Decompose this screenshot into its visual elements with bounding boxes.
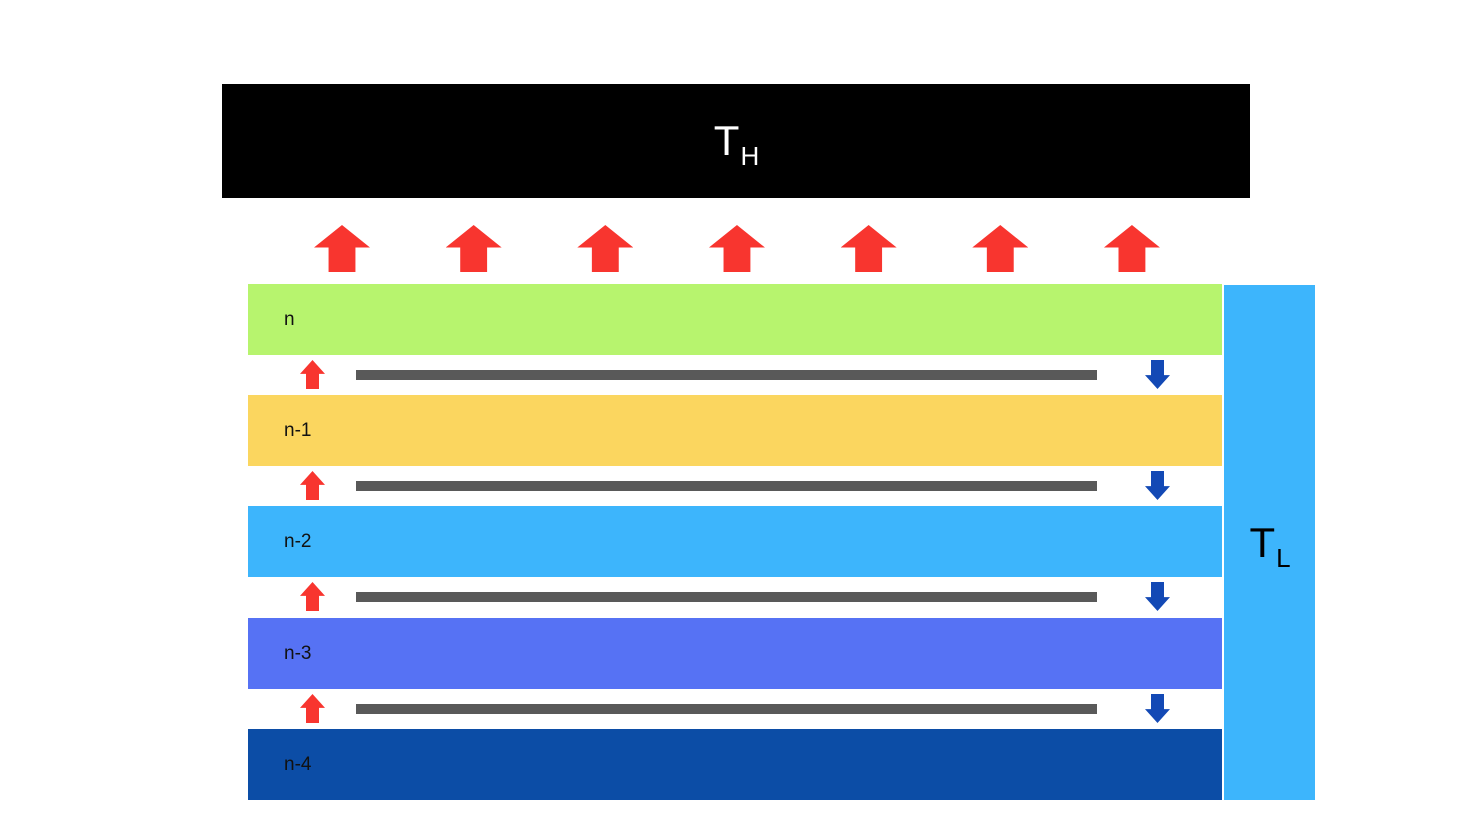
- heat-flow-up-arrow-icon: [445, 225, 502, 272]
- cold-reservoir-label: TL: [1249, 518, 1290, 571]
- junction-row: [248, 689, 1222, 729]
- cold-reservoir-bar: TL: [1224, 285, 1315, 800]
- hot-reservoir-label: TH: [713, 117, 759, 170]
- up-arrow-icon: [300, 471, 325, 500]
- cold-reservoir-symbol: T: [1249, 518, 1276, 566]
- heat-flow-arrows-row: [314, 225, 1160, 272]
- down-arrow-icon: [1145, 471, 1170, 500]
- shield-bar: [356, 370, 1097, 380]
- layer-label: n-4: [284, 753, 312, 775]
- hot-reservoir-symbol: T: [713, 117, 740, 164]
- heat-flow-up-arrow-icon: [577, 225, 634, 272]
- layer-n-1: n-1: [248, 395, 1222, 466]
- heat-flow-up-arrow-icon: [972, 225, 1029, 272]
- down-arrow-icon: [1145, 694, 1170, 723]
- down-arrow-icon: [1145, 360, 1170, 389]
- layer-label: n-1: [284, 419, 312, 441]
- down-arrow-icon: [1145, 582, 1170, 611]
- shield-bar: [356, 592, 1097, 602]
- up-arrow-icon: [300, 360, 325, 389]
- heat-flow-up-arrow-icon: [708, 225, 765, 272]
- layer-label: n-3: [284, 642, 312, 664]
- hot-reservoir-subscript: H: [740, 141, 760, 171]
- heat-flow-up-arrow-icon: [840, 225, 897, 272]
- hot-reservoir-bar: TH: [222, 84, 1250, 198]
- junction-row: [248, 355, 1222, 395]
- junction-row: [248, 466, 1222, 506]
- heat-flow-up-arrow-icon: [1103, 225, 1160, 272]
- heat-flow-up-arrow-icon: [314, 225, 370, 272]
- up-arrow-icon: [300, 694, 325, 723]
- layer-label: n-2: [284, 530, 312, 552]
- layer-n-2: n-2: [248, 506, 1222, 577]
- junction-row: [248, 577, 1222, 617]
- cold-reservoir-subscript: L: [1276, 542, 1291, 573]
- layer-n-3: n-3: [248, 618, 1222, 689]
- shield-bar: [356, 704, 1097, 714]
- layer-label: n: [284, 308, 295, 330]
- shield-bar: [356, 481, 1097, 491]
- layer-n: n: [248, 284, 1222, 355]
- up-arrow-icon: [300, 582, 325, 611]
- layer-n-4: n-4: [248, 729, 1222, 800]
